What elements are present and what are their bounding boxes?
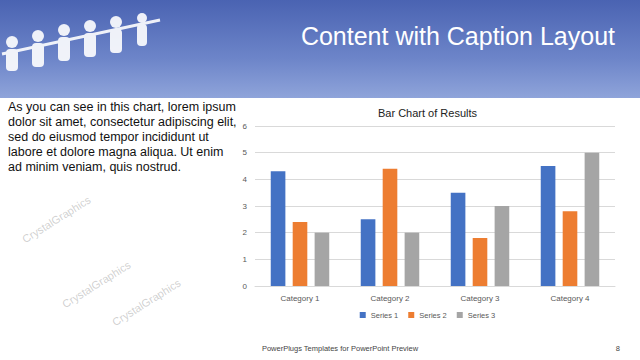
- svg-text:Series 3: Series 3: [468, 311, 496, 320]
- svg-text:3: 3: [243, 202, 248, 211]
- html-text:PowerPlugs Templates for Power: PowerPlugs Templates for PowerPoint Prev…: [261, 344, 419, 353]
- html-text:CrystalGraphics: CrystalGraphics: [110, 276, 183, 329]
- html-text:As you can see in this chart,: As you can see in this chart, lorem ipsu…: [8, 100, 237, 174]
- svg-text:Series 1: Series 1: [371, 311, 399, 320]
- svg-text:Category 3: Category 3: [460, 294, 500, 303]
- svg-text:4: 4: [243, 175, 248, 184]
- html-text:Content with Caption Layout: Content with Caption Layout: [300, 22, 615, 50]
- html-text:CrystalGraphics: CrystalGraphics: [20, 193, 93, 246]
- svg-text:Category 4: Category 4: [550, 294, 590, 303]
- svg-text:6: 6: [243, 122, 248, 131]
- svg-text:1: 1: [243, 255, 248, 264]
- html-text:CrystalGraphics: CrystalGraphics: [60, 258, 133, 311]
- svg-text:Category 1: Category 1: [280, 294, 320, 303]
- svg-text:Category 2: Category 2: [370, 294, 410, 303]
- svg-text:Series 2: Series 2: [419, 311, 447, 320]
- svg-text:5: 5: [243, 148, 248, 157]
- svg-text:0: 0: [243, 282, 248, 291]
- svg-text:Bar Chart of Results: Bar Chart of Results: [378, 107, 478, 119]
- svg-text:2: 2: [243, 228, 248, 237]
- html-text:8: 8: [615, 344, 620, 353]
